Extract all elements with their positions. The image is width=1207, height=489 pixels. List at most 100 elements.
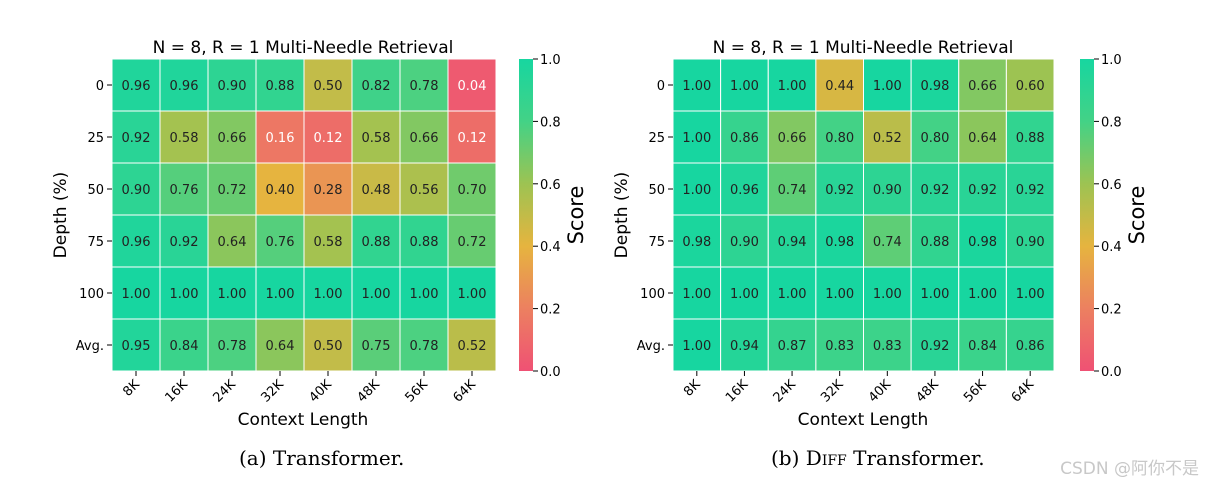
colorbar-tick-label: 0.0	[1101, 365, 1122, 380]
cell-value-label: 0.84	[170, 339, 199, 354]
cell-value-label: 0.90	[873, 183, 902, 198]
x-tick-label: 8K	[681, 377, 704, 400]
heatmap-cell	[958, 58, 1007, 112]
cell-value-label: 0.98	[825, 235, 854, 250]
cell-value-label: 0.66	[218, 131, 247, 146]
cell-value-label: 0.76	[170, 183, 199, 198]
heatmap-cell	[159, 58, 209, 112]
x-tick-label: 40K	[866, 377, 895, 406]
heatmap-cell	[672, 266, 722, 320]
colorbar-tick-label: 0.8	[540, 115, 561, 130]
heatmap-cell	[767, 58, 817, 112]
cell-value-label: 0.82	[362, 79, 391, 94]
colorbar	[1080, 59, 1094, 371]
cell-value-label: 1.00	[170, 287, 199, 302]
heatmap-cell	[863, 266, 912, 320]
cell-value-label: 0.92	[920, 339, 949, 354]
heatmap-cell	[958, 214, 1007, 268]
colorbar-tick-label: 0.6	[1101, 178, 1122, 193]
caption-b-suffix: Transformer.	[853, 446, 985, 470]
cell-value-label: 0.58	[314, 235, 343, 250]
cell-value-label: 1.00	[458, 287, 487, 302]
cell-value-label: 0.84	[968, 339, 997, 354]
cell-value-label: 0.16	[266, 131, 295, 146]
cell-value-label: 0.40	[266, 183, 295, 198]
y-tick-label: 100	[640, 287, 665, 302]
y-tick-label: 50	[87, 183, 104, 198]
cell-value-label: 0.56	[410, 183, 439, 198]
x-tick-label: 24K	[210, 377, 239, 406]
cell-value-label: 0.88	[410, 235, 439, 250]
cell-value-label: 0.50	[314, 339, 343, 354]
heatmap-cell	[207, 214, 257, 268]
cell-value-label: 0.60	[1016, 79, 1045, 94]
cell-value-label: 0.12	[458, 131, 487, 146]
heatmap-cell	[351, 318, 401, 372]
heatmap-cell	[159, 162, 209, 216]
colorbar-tick-label: 0.8	[1101, 115, 1122, 130]
colorbar	[519, 59, 533, 371]
heatmap-cell	[863, 318, 912, 372]
y-tick-label: 0	[657, 79, 665, 94]
cell-value-label: 1.00	[314, 287, 343, 302]
cell-value-label: 1.00	[1016, 287, 1045, 302]
cell-value-label: 0.80	[920, 131, 949, 146]
colorbar-label: Score	[564, 186, 588, 245]
y-axis-label: Depth (%)	[612, 172, 632, 259]
cell-value-label: 0.28	[314, 183, 343, 198]
cell-value-label: 0.98	[682, 235, 711, 250]
cell-value-label: 1.00	[873, 287, 902, 302]
heatmap-panel-a: N = 8, R = 1 Multi-Needle Retrieval 0.96 0…	[51, 38, 588, 430]
cell-value-label: 0.92	[1016, 183, 1045, 198]
watermark: CSDN @阿你不是	[1060, 459, 1199, 479]
heatmap-cell	[303, 162, 353, 216]
cell-value-label: 1.00	[682, 339, 711, 354]
colorbar-tick-label: 0.6	[540, 178, 561, 193]
heatmap-cell	[958, 266, 1007, 320]
x-tick-label: 40K	[306, 377, 335, 406]
cell-value-label: 1.00	[410, 287, 439, 302]
cell-value-label: 0.66	[778, 131, 807, 146]
cell-value-label: 0.96	[122, 79, 151, 94]
heatmap-cell	[720, 110, 769, 164]
heatmap-cell	[720, 214, 769, 268]
cell-value-label: 0.72	[218, 183, 247, 198]
heatmap-cell	[910, 110, 960, 164]
cell-value-label: 0.90	[730, 235, 759, 250]
heatmap-cell	[255, 266, 305, 320]
cell-value-label: 1.00	[778, 287, 807, 302]
x-tick-label: 56K	[402, 377, 431, 406]
cell-value-label: 0.52	[873, 131, 902, 146]
cell-value-label: 0.92	[825, 183, 854, 198]
y-tick-label: 75	[87, 235, 104, 250]
heatmap-cell	[1005, 318, 1055, 372]
x-tick-label: 32K	[258, 377, 287, 406]
cell-value-label: 0.12	[314, 131, 343, 146]
heatmap-cell	[1005, 110, 1055, 164]
cell-value-label: 0.88	[362, 235, 391, 250]
heatmap-cell	[863, 110, 912, 164]
heatmap-cell	[815, 58, 864, 112]
x-tick-label: 56K	[961, 377, 990, 406]
cell-value-label: 0.98	[968, 235, 997, 250]
x-tick-label: 64K	[450, 377, 479, 406]
cell-value-label: 0.92	[122, 131, 151, 146]
caption-b: (b) Diff Transformer.	[771, 446, 985, 470]
cell-value-label: 0.94	[730, 339, 759, 354]
cell-value-label: 0.58	[170, 131, 199, 146]
heatmap-cell	[207, 162, 257, 216]
y-tick-label: Avg.	[637, 339, 665, 354]
cell-value-label: 0.70	[458, 183, 487, 198]
colorbar-tick-label: 1.0	[540, 53, 561, 68]
cell-value-label: 0.87	[778, 339, 807, 354]
cell-value-label: 0.96	[170, 79, 199, 94]
heatmap-cell	[1005, 214, 1055, 268]
cell-value-label: 0.48	[362, 183, 391, 198]
colorbar-tick-label: 0.2	[1101, 303, 1122, 318]
cell-value-label: 1.00	[730, 287, 759, 302]
heatmap-cell	[767, 318, 817, 372]
cell-value-label: 1.00	[682, 79, 711, 94]
cell-value-label: 1.00	[778, 79, 807, 94]
